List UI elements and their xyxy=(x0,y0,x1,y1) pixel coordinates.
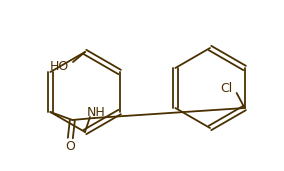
Text: Cl: Cl xyxy=(220,82,233,95)
Text: O: O xyxy=(65,141,75,154)
Text: HO: HO xyxy=(49,61,69,74)
Text: NH: NH xyxy=(87,106,106,119)
